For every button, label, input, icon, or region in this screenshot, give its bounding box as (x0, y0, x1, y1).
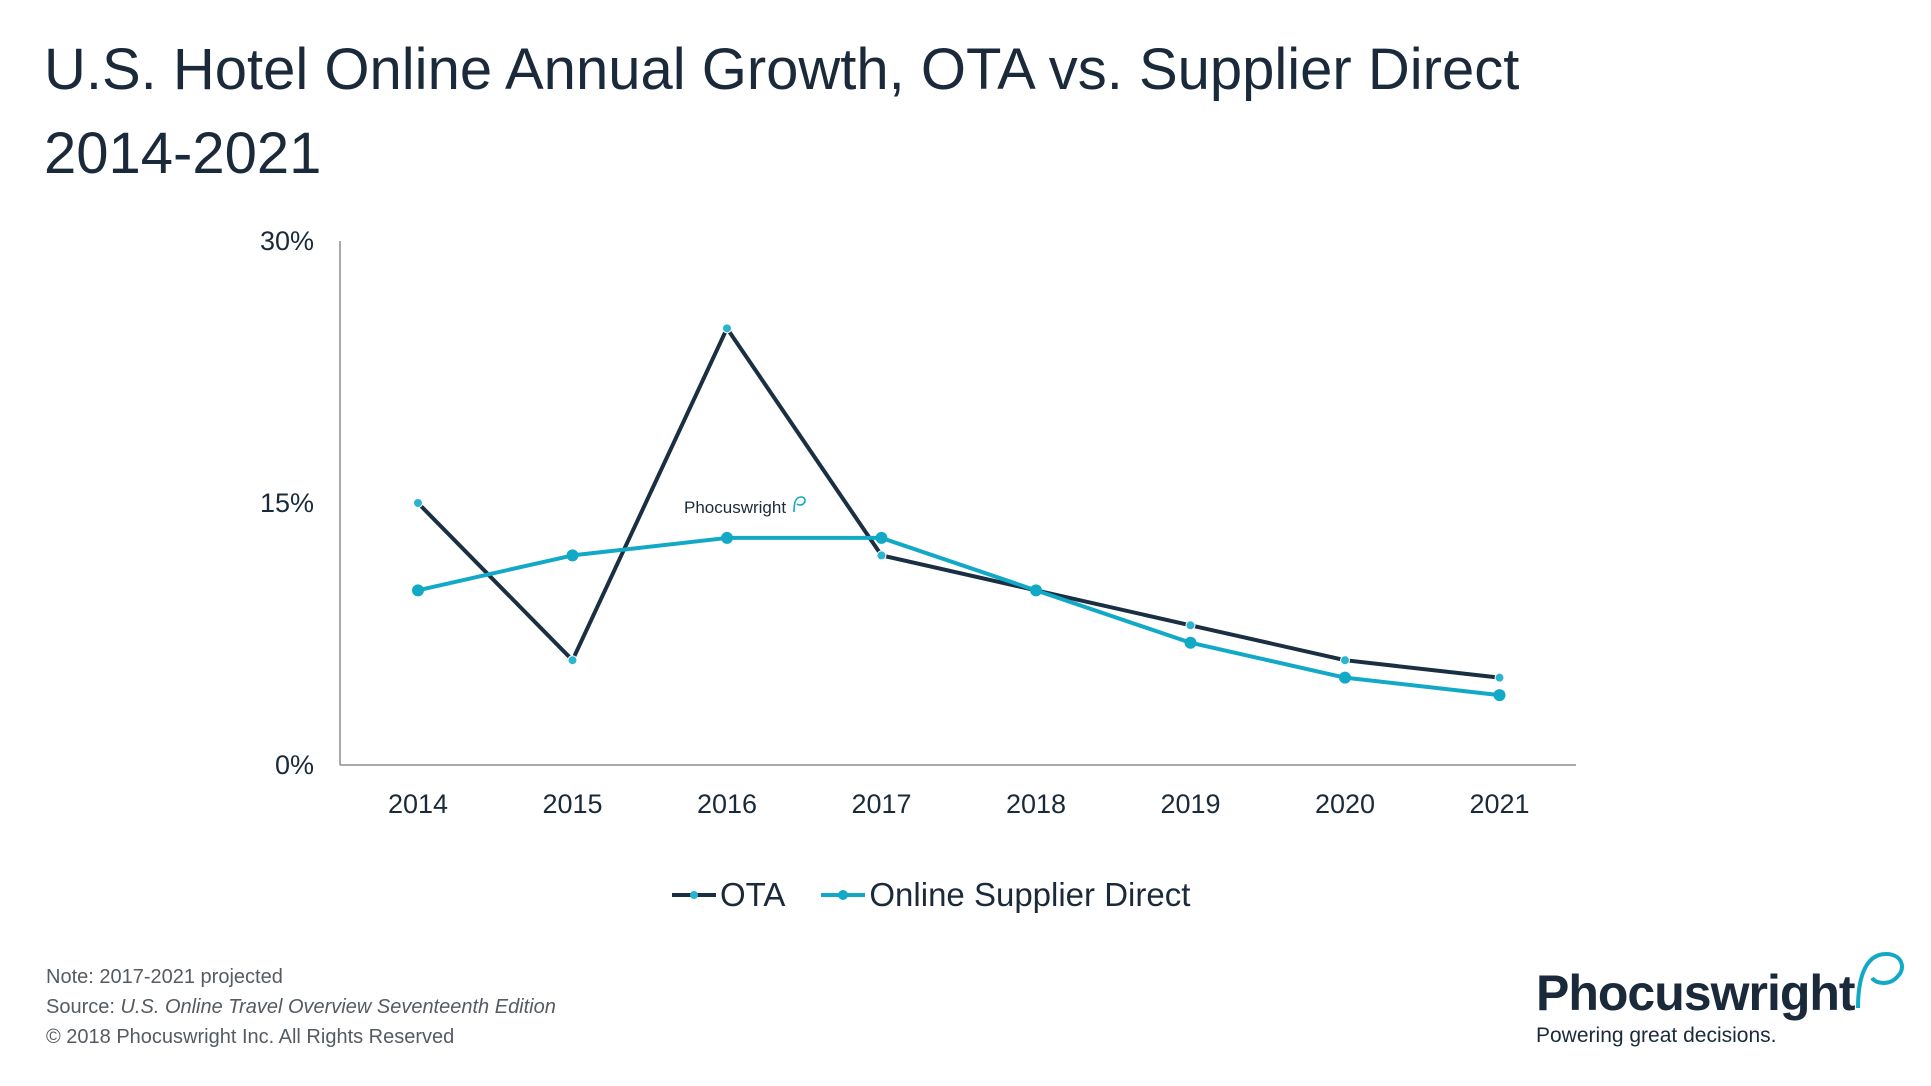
data-point (1339, 671, 1351, 684)
data-point (1340, 655, 1350, 666)
series-line (417, 535, 1500, 698)
chart-title-line-1: U.S. Hotel Online Annual Growth, OTA vs.… (44, 37, 1520, 102)
y-tick-label: 30% (260, 226, 314, 256)
data-point (1493, 689, 1506, 702)
note-projected: Note: 2017-2021 projected (46, 966, 283, 988)
legend-item-supplier: Online Supplier Direct (821, 876, 1190, 914)
brand-logo: Phocuswright Powering great decisions. (1536, 946, 1916, 1056)
x-tick-label: 2021 (1469, 789, 1529, 819)
x-tick-label: 2014 (388, 789, 448, 819)
x-tick-label: 2017 (851, 789, 911, 819)
data-point (722, 323, 732, 334)
series-supplier (412, 531, 1506, 702)
legend-swatch-supplier (821, 885, 866, 905)
chart-title-line-2: 2014-2021 (44, 121, 322, 186)
data-point (567, 655, 578, 666)
chart-title: U.S. Hotel Online Annual Growth, OTA vs.… (44, 28, 1644, 196)
data-point (1184, 636, 1197, 649)
data-point (876, 550, 887, 561)
line-chart: 0% 15% 30% 2014 2015 2016 2017 2018 2019 2020 2021 (260, 226, 1576, 819)
chart-notes: Note: 2017-2021 projected Source: U.S. O… (46, 962, 556, 1052)
x-tick-label: 2018 (1006, 789, 1066, 819)
source-prefix: Source: (46, 996, 121, 1018)
brand-mark-icon (1856, 951, 1904, 1009)
data-point (1494, 672, 1505, 683)
legend-item-ota: OTA (672, 876, 785, 914)
series-ota (413, 323, 1505, 683)
series-line (416, 326, 1500, 680)
chart-watermark: Phocuswright (684, 498, 787, 517)
legend-swatch-ota (672, 885, 716, 905)
y-tick-label: 15% (260, 488, 314, 518)
data-point (412, 584, 424, 597)
note-copyright: © 2018 Phocuswright Inc. All Rights Rese… (46, 1026, 455, 1048)
chart-series (412, 323, 1506, 702)
x-tick-label: 2019 (1160, 789, 1220, 819)
chart-tick-labels: 0% 15% 30% 2014 2015 2016 2017 2018 2019 2020 2021 (260, 226, 1530, 819)
legend-label-ota: OTA (720, 876, 786, 913)
chart-axes (339, 241, 1576, 766)
data-point (413, 498, 423, 508)
watermark-mark-icon (793, 496, 806, 513)
data-point (566, 549, 579, 562)
data-point (1185, 620, 1196, 631)
note-source: Source: U.S. Online Travel Overview Seve… (46, 992, 556, 1022)
brand-name: Phocuswright (1536, 965, 1856, 1021)
chart-legend: OTA Online Supplier Direct (672, 876, 1190, 914)
source-title: U.S. Online Travel Overview Seventeenth … (120, 996, 556, 1018)
data-point (1030, 584, 1042, 597)
x-tick-label: 2016 (697, 789, 757, 819)
x-tick-label: 2020 (1315, 789, 1375, 819)
data-point (875, 531, 888, 544)
legend-label-supplier: Online Supplier Direct (869, 876, 1191, 913)
y-tick-label: 0% (275, 750, 314, 780)
x-tick-label: 2015 (542, 789, 602, 819)
brand-tagline: Powering great decisions. (1536, 1024, 1777, 1047)
data-point (721, 531, 733, 544)
